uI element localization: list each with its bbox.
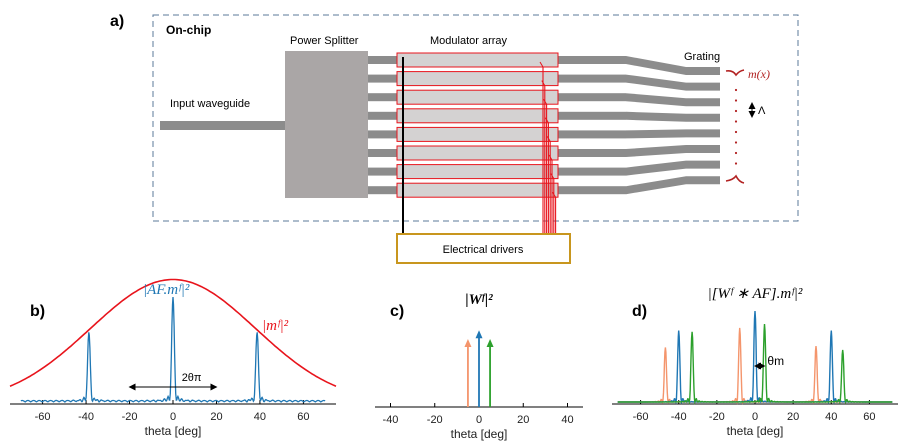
delta-arrow-head: [486, 339, 494, 347]
modulator: [396, 182, 559, 198]
series-orange-curve: [617, 327, 893, 405]
grating-dot: [734, 109, 738, 113]
theta-m-label: θm: [767, 354, 784, 368]
waveguide-bend: [626, 160, 720, 176]
panel-d-tick-label: -60: [633, 411, 649, 423]
panel-b-tick-label: 0: [170, 411, 176, 423]
panel-b-tick-label: 20: [210, 411, 222, 423]
waveguide-bend: [626, 93, 720, 107]
waveguide-bend: [626, 129, 720, 139]
panel-b-tick-label: 40: [254, 411, 266, 423]
waveguide-bend: [626, 111, 720, 122]
grating-dots: [734, 88, 738, 165]
grating-lobe-span-label: 2θπ: [182, 372, 202, 384]
grating-dot: [734, 130, 738, 134]
power-splitter-label: Power Splitter: [290, 35, 359, 47]
waveguide-bend: [626, 56, 720, 75]
panel-b-letter: b): [30, 303, 45, 320]
panel-d-tick-label: 20: [787, 411, 799, 423]
panel-d-tick-label: -40: [671, 411, 687, 423]
grating-dot: [734, 120, 738, 123]
electrical-drivers-box: [396, 233, 571, 264]
panel-d-x-axis-label: theta [deg]: [727, 424, 784, 438]
panel-c: c) -40 -20 0 20 40 theta [deg] |Wᶠ|²: [375, 292, 583, 441]
modulator: [396, 52, 559, 68]
delta-arrow-head: [475, 330, 483, 339]
modulator: [396, 164, 559, 180]
series-blue-curve: [617, 310, 893, 405]
panel-b-tick-label: 60: [297, 411, 309, 423]
mode-label: m(x): [748, 67, 770, 81]
delta-arrow-head: [464, 339, 472, 347]
driver-wire-tap: [550, 173, 555, 179]
panel-c-tick-label: 0: [476, 414, 482, 426]
on-chip-border: [152, 14, 799, 222]
modulator: [396, 108, 559, 124]
panel-d-tick-label: 60: [863, 411, 875, 423]
grating-dot: [734, 99, 738, 102]
panel-d: d) -60 -40 -20 0 20 40 60 theta [deg] θm |[Wᶠ ∗ A…: [612, 286, 898, 438]
waveguide-bend: [626, 74, 720, 91]
panel-c-letter: c): [390, 303, 404, 320]
panel-d-tick-label: -20: [709, 411, 725, 423]
envelope-curve: [9, 278, 337, 387]
panel-a-letter: a): [110, 13, 124, 30]
mode-shape-bottom: [725, 174, 745, 184]
panel-c-tick-label: -20: [427, 414, 443, 426]
panel-b-tick-label: -60: [35, 411, 51, 423]
panel-c-tick-label: 20: [517, 414, 529, 426]
driver-wire-tap: [548, 154, 553, 161]
driver-wire-tap: [541, 80, 546, 86]
modulator-array-label: Modulator array: [430, 35, 508, 47]
panel-d-letter: d): [632, 303, 647, 320]
waveguide-bend: [626, 145, 720, 157]
panel-b-tick-label: -40: [78, 411, 94, 423]
mode-shape-top: [725, 69, 745, 77]
panel-b: b) -60 -40 -20 0 20 40 60 theta [deg] 2θπ |AF.mᶠ|…: [9, 278, 337, 438]
panel-d-title: |[Wᶠ ∗ AF].mᶠ|²: [708, 286, 803, 302]
panel-b-tick-label: -20: [122, 411, 138, 423]
grating-label: Grating: [684, 51, 720, 63]
waveguide-bend: [626, 176, 720, 195]
driver-wire-tap: [543, 98, 548, 105]
input-waveguide-label: Input waveguide: [170, 98, 250, 110]
panel-c-title: |Wᶠ|²: [465, 292, 493, 308]
driver-wires: [539, 61, 557, 234]
series-green-curve: [617, 323, 893, 405]
power-splitter: [285, 51, 368, 198]
panel-d-tick-label: 0: [752, 411, 758, 423]
driver-wire-tap: [546, 136, 551, 142]
input-waveguide: [160, 121, 286, 130]
driver-wire-tap: [539, 61, 544, 68]
modulator: [396, 71, 559, 87]
driver-wire-tap: [544, 117, 549, 124]
modulator: [396, 89, 559, 105]
array-factor-curve: [20, 296, 326, 403]
panel-c-tick-label: -40: [383, 414, 399, 426]
grating-dot: [734, 151, 738, 155]
panel-a: a) On-chip Input waveguide Power Splitte…: [110, 13, 799, 264]
panel-b-x-axis-label: theta [deg]: [145, 424, 202, 438]
modulator: [396, 126, 559, 142]
panel-c-x-axis-label: theta [deg]: [451, 427, 508, 441]
electrical-drivers-label: Electrical drivers: [443, 244, 524, 256]
driver-wire-tap: [552, 191, 557, 198]
period-label: Λ: [758, 105, 766, 117]
on-chip-title: On-chip: [166, 23, 211, 37]
modulator: [396, 145, 559, 161]
modulator-array: [396, 52, 559, 198]
grating-dot: [734, 162, 738, 165]
grating-dot: [734, 141, 738, 144]
panel-c-tick-label: 40: [561, 414, 573, 426]
panel-d-tick-label: 40: [825, 411, 837, 423]
envelope-series-label: |mᶠ|²: [262, 318, 289, 334]
af-series-label: |AF.mᶠ|²: [143, 282, 190, 298]
grating-dot: [734, 88, 738, 92]
